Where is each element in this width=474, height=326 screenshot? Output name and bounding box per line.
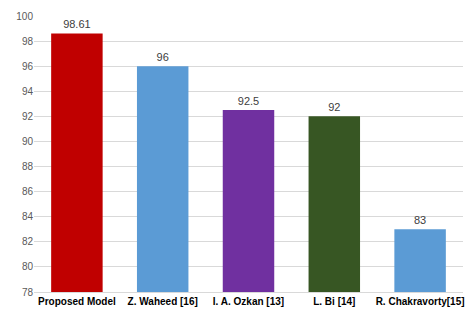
svg-text:94: 94 [22,86,34,97]
svg-text:82: 82 [22,236,34,247]
svg-text:Proposed Model: Proposed Model [38,296,116,307]
svg-text:98: 98 [22,36,34,47]
svg-text:90: 90 [22,136,34,147]
svg-text:Z. Waheed [16]: Z. Waheed [16] [128,296,198,307]
svg-text:88: 88 [22,161,34,172]
svg-text:86: 86 [22,186,34,197]
svg-text:92: 92 [22,111,34,122]
svg-text:98.61: 98.61 [63,18,91,30]
svg-text:84: 84 [22,211,34,222]
svg-text:96: 96 [22,61,34,72]
svg-text:L. Bi [14]: L. Bi [14] [313,296,355,307]
svg-text:100: 100 [16,11,33,22]
svg-text:I. A. Ozkan [13]: I. A. Ozkan [13] [213,296,284,307]
svg-text:83: 83 [414,214,426,226]
svg-text:80: 80 [22,261,34,272]
svg-text:92: 92 [328,101,340,113]
svg-text:92.5: 92.5 [238,95,259,107]
svg-text:96: 96 [157,51,169,63]
svg-text:78: 78 [22,287,34,298]
svg-text:R. Chakravorty[15]: R. Chakravorty[15] [376,296,465,307]
